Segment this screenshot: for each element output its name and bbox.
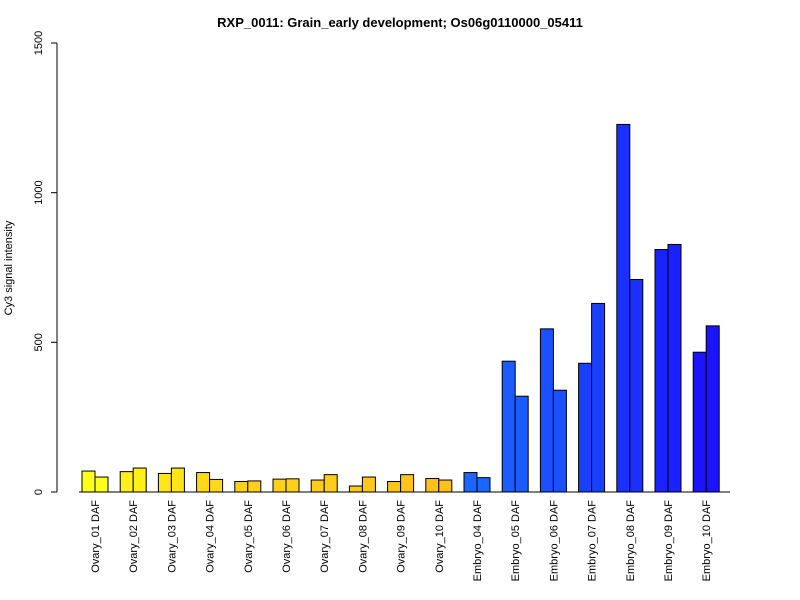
- bar: [476, 477, 491, 493]
- x-tick-label: Ovary_07 DAF: [319, 500, 331, 573]
- x-tick-label: Ovary_01 DAF: [90, 500, 102, 573]
- bar: [247, 480, 262, 493]
- bar: [514, 395, 529, 493]
- bar: [285, 478, 300, 493]
- chart-title: RXP_0011: Grain_early development; Os06g…: [217, 15, 583, 30]
- bar: [438, 479, 453, 493]
- x-axis-labels: Ovary_01 DAF Ovary_02 DAF Ovary_03 DAF Ovar…: [90, 500, 713, 582]
- bar: [400, 474, 415, 493]
- x-tick-label: Embryo_09 DAF: [663, 500, 675, 582]
- x-tick-label: Ovary_05 DAF: [243, 500, 255, 573]
- x-tick-label: Embryo_06 DAF: [548, 500, 560, 582]
- bar: [578, 362, 593, 493]
- y-tick-label: 500: [33, 333, 45, 351]
- x-tick-label: Embryo_08 DAF: [625, 500, 637, 582]
- bar: [361, 476, 376, 493]
- bar: [272, 478, 287, 493]
- x-tick-label: Ovary_08 DAF: [357, 500, 369, 573]
- bar: [629, 278, 644, 493]
- bar: [157, 472, 172, 493]
- y-tick-label: 1500: [33, 31, 45, 55]
- x-tick-label: Ovary_02 DAF: [128, 500, 140, 573]
- bar: [591, 302, 606, 493]
- bar: [323, 474, 338, 493]
- bar: [132, 467, 147, 493]
- y-axis-label: Cy3 signal intensity: [3, 220, 15, 315]
- x-tick-label: Embryo_04 DAF: [472, 500, 484, 582]
- x-tick-label: Ovary_09 DAF: [396, 500, 408, 573]
- x-tick-label: Embryo_10 DAF: [701, 500, 713, 582]
- y-tick-label: 0: [33, 489, 45, 495]
- bar: [170, 467, 185, 493]
- bars-group: [81, 123, 720, 493]
- bar: [81, 470, 96, 493]
- x-tick-label: Ovary_06 DAF: [281, 500, 293, 573]
- bar: [616, 123, 631, 493]
- bar: [692, 351, 707, 493]
- bar: [94, 476, 109, 493]
- y-axis: 0 500 1000 1500: [33, 31, 58, 495]
- bar: [310, 479, 325, 493]
- bar: [425, 478, 440, 493]
- x-tick-label: Ovary_10 DAF: [434, 500, 446, 573]
- bar: [119, 471, 134, 493]
- x-tick-label: Ovary_04 DAF: [205, 500, 217, 573]
- bar: [234, 481, 249, 493]
- bar: [667, 243, 682, 493]
- x-tick-label: Embryo_07 DAF: [587, 500, 599, 582]
- y-tick-label: 1000: [33, 180, 45, 204]
- x-tick-label: Embryo_05 DAF: [510, 500, 522, 582]
- bar: [463, 472, 478, 493]
- bar: [348, 485, 363, 493]
- bar: [654, 249, 669, 493]
- bar: [501, 360, 516, 493]
- bar: [705, 325, 720, 493]
- bar: [539, 328, 554, 493]
- bar: [552, 389, 567, 493]
- bar: [196, 472, 211, 493]
- bar: [387, 481, 402, 493]
- bar: [209, 478, 224, 493]
- x-tick-label: Ovary_03 DAF: [166, 500, 178, 573]
